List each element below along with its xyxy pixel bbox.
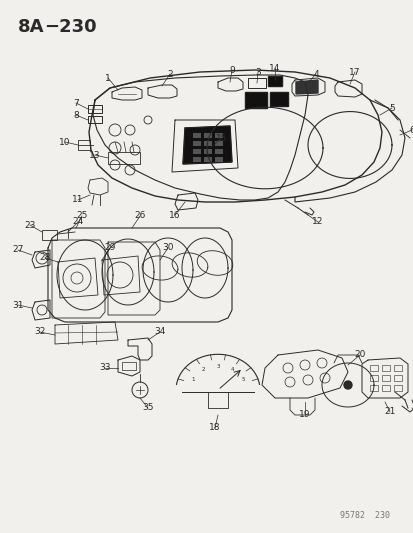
Text: 14: 14 <box>269 63 280 72</box>
Bar <box>381 385 389 391</box>
Bar <box>214 141 223 146</box>
Text: 27: 27 <box>12 246 24 254</box>
Bar <box>393 385 401 391</box>
Text: 9: 9 <box>228 66 234 75</box>
Bar <box>204 157 211 162</box>
Text: 2: 2 <box>201 367 204 372</box>
Bar <box>267 76 281 86</box>
Bar <box>78 140 90 150</box>
Bar <box>122 362 136 370</box>
Text: 12: 12 <box>311 217 323 227</box>
Text: 28: 28 <box>39 254 50 262</box>
Text: 17: 17 <box>349 68 360 77</box>
Bar <box>214 133 223 138</box>
Bar <box>369 375 377 381</box>
Bar <box>214 149 223 154</box>
Bar <box>88 116 102 123</box>
Text: 35: 35 <box>142 403 153 413</box>
Bar <box>192 157 201 162</box>
Text: 24: 24 <box>72 217 83 227</box>
Polygon shape <box>183 126 231 164</box>
Bar <box>192 133 201 138</box>
Text: 5: 5 <box>388 103 394 112</box>
Text: 26: 26 <box>134 212 145 221</box>
Bar <box>393 365 401 371</box>
Bar <box>269 92 287 106</box>
Text: 4: 4 <box>230 367 234 372</box>
Text: 29: 29 <box>104 244 115 253</box>
Text: 20: 20 <box>354 351 365 359</box>
Text: 11: 11 <box>72 196 83 205</box>
Bar <box>192 141 201 146</box>
Bar <box>247 78 266 88</box>
Bar <box>244 92 266 108</box>
Text: 1: 1 <box>105 74 111 83</box>
Bar <box>88 105 102 113</box>
Text: 10: 10 <box>59 138 71 147</box>
Circle shape <box>343 381 351 389</box>
Text: 34: 34 <box>154 327 165 336</box>
Text: 21: 21 <box>383 408 395 416</box>
Bar <box>204 149 211 154</box>
Text: 8A: 8A <box>18 18 44 36</box>
Polygon shape <box>295 80 317 94</box>
Text: 25: 25 <box>76 212 88 221</box>
Text: 5: 5 <box>241 377 244 382</box>
Text: 3: 3 <box>254 68 260 77</box>
Bar <box>108 152 140 164</box>
Text: 4: 4 <box>312 69 318 78</box>
Bar <box>204 133 211 138</box>
Text: 23: 23 <box>24 221 36 230</box>
Text: 7: 7 <box>73 99 79 108</box>
Text: 1: 1 <box>191 377 195 382</box>
Text: 32: 32 <box>34 327 45 336</box>
Text: 15: 15 <box>216 133 227 142</box>
Bar <box>381 365 389 371</box>
Text: 19: 19 <box>299 410 310 419</box>
Bar <box>369 365 377 371</box>
Text: 16: 16 <box>169 211 180 220</box>
Text: 3: 3 <box>216 364 219 369</box>
Bar <box>214 157 223 162</box>
Text: −230: −230 <box>44 18 96 36</box>
Text: 18: 18 <box>209 424 220 432</box>
Text: 6: 6 <box>408 125 413 134</box>
Bar <box>393 375 401 381</box>
Bar <box>369 385 377 391</box>
Text: 30: 30 <box>162 244 173 253</box>
Text: 13: 13 <box>89 150 100 159</box>
Bar <box>42 230 57 240</box>
Text: 33: 33 <box>99 364 111 373</box>
Text: 95782  230: 95782 230 <box>339 511 389 520</box>
Bar <box>381 375 389 381</box>
Text: 2: 2 <box>167 69 172 78</box>
Bar <box>192 149 201 154</box>
Text: 8: 8 <box>73 110 79 119</box>
Text: 31: 31 <box>12 301 24 310</box>
Bar <box>204 141 211 146</box>
